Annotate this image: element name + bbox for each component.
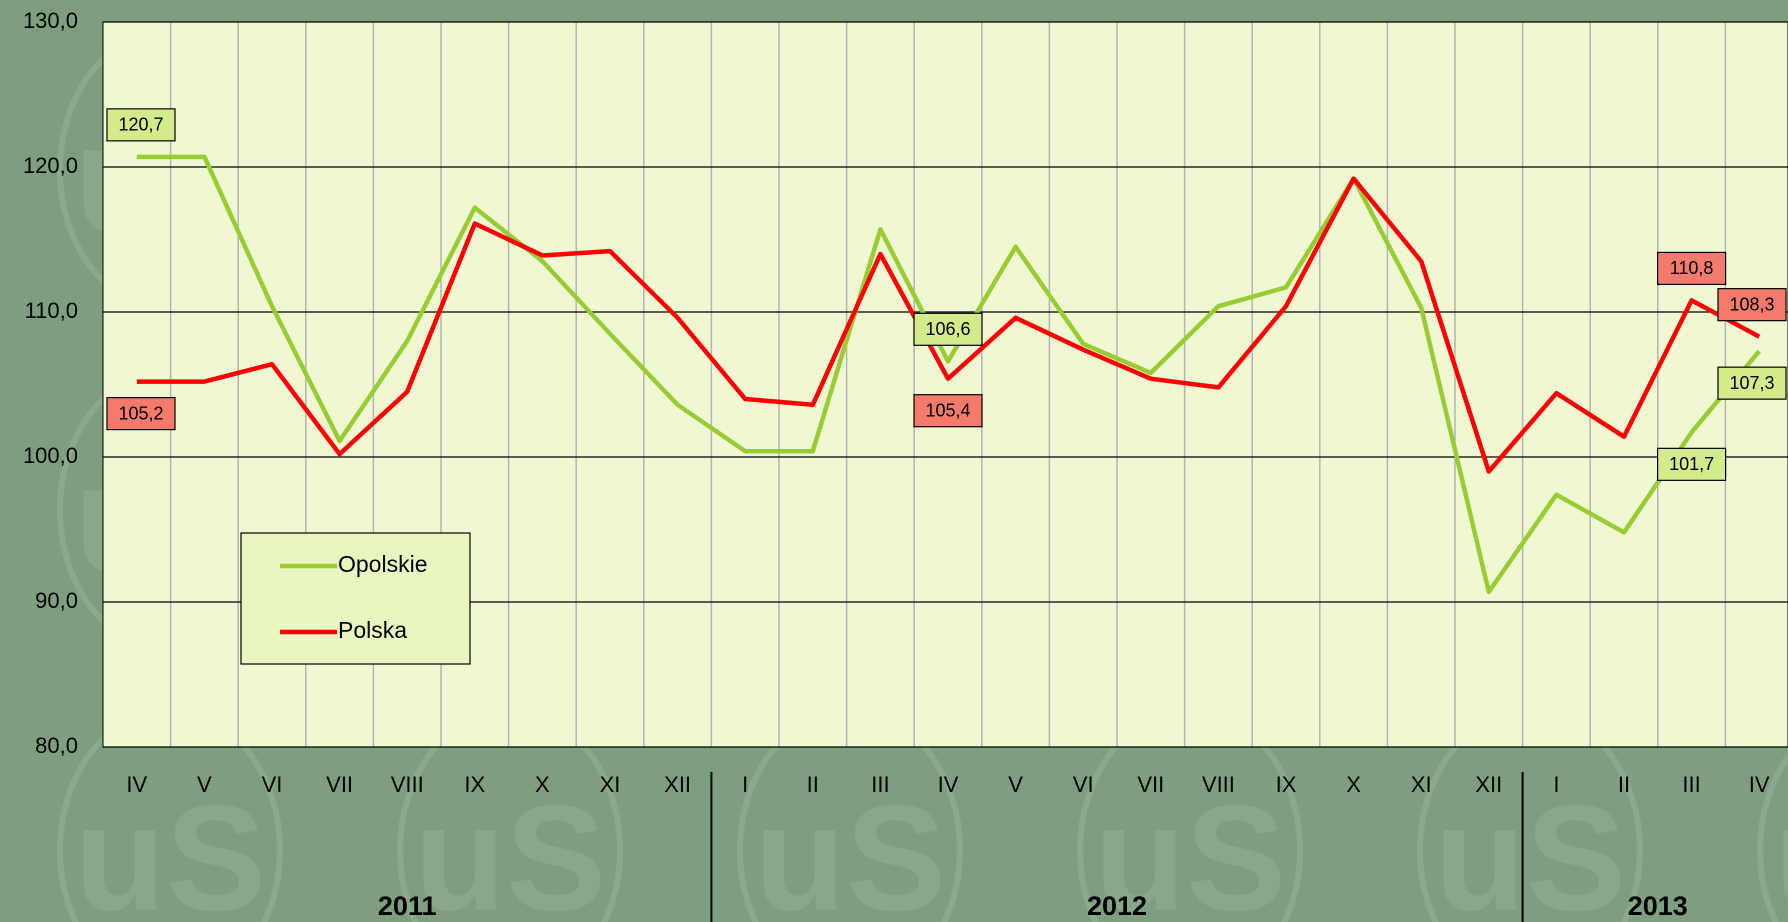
data-label-box	[106, 108, 176, 142]
x-tick-label: XII	[1475, 772, 1502, 797]
data-label-box	[1656, 251, 1727, 285]
y-tick-label: 100,0	[23, 443, 78, 468]
x-tick-label: X	[535, 772, 550, 797]
x-tick-label: VI	[1073, 772, 1094, 797]
x-tick-label: IV	[938, 772, 959, 797]
y-tick-label: 90,0	[35, 588, 78, 613]
data-label-box	[1717, 366, 1787, 400]
x-tick-label: II	[1618, 772, 1630, 797]
x-tick-label: III	[1682, 772, 1700, 797]
data-label: 105,2	[118, 403, 163, 423]
x-tick-label: VI	[262, 772, 283, 797]
data-label-box	[1656, 447, 1727, 481]
y-tick-label: 80,0	[35, 733, 78, 758]
y-tick-label: 110,0	[25, 298, 78, 323]
data-label: 101,7	[1669, 454, 1714, 474]
series-line	[136, 176, 1761, 474]
y-tick-label: 120,0	[23, 153, 78, 178]
data-label: 110,8	[1670, 258, 1714, 278]
group-label: 2011	[378, 891, 437, 921]
data-label: 108,3	[1729, 294, 1774, 314]
x-tick-label: X	[1346, 772, 1361, 797]
series-line	[136, 154, 1761, 595]
x-tick-label: VIII	[1202, 772, 1235, 797]
x-tick-label: V	[1008, 772, 1023, 797]
data-label: 120,7	[118, 115, 163, 135]
x-tick-label: I	[1553, 772, 1559, 797]
x-tick-label: I	[742, 772, 748, 797]
group-label: 2013	[1628, 891, 1688, 921]
x-tick-label: IV	[126, 772, 147, 797]
x-tick-label: IX	[464, 772, 485, 797]
data-label: 106,6	[925, 319, 970, 339]
x-tick-label: II	[807, 772, 819, 797]
group-label: 2012	[1087, 891, 1147, 921]
data-label-box	[106, 397, 176, 431]
x-tick-label: XI	[600, 772, 621, 797]
data-label-box	[1717, 288, 1787, 322]
x-tick-label: XII	[664, 772, 691, 797]
data-label-box	[913, 394, 983, 428]
y-tick-label: 130,0	[23, 8, 78, 33]
x-tick-label: IX	[1276, 772, 1297, 797]
x-tick-label: V	[197, 772, 212, 797]
legend-label: Polska	[338, 617, 407, 643]
legend-box	[240, 532, 471, 665]
legend-label: Opolskie	[338, 551, 427, 577]
x-tick-label: III	[871, 772, 889, 797]
data-label-box	[913, 312, 983, 346]
data-label: 107,3	[1729, 373, 1774, 393]
x-tick-label: VIII	[391, 772, 424, 797]
x-tick-label: VII	[1137, 772, 1164, 797]
x-tick-label: IV	[1749, 772, 1770, 797]
x-tick-label: XI	[1411, 772, 1432, 797]
x-tick-label: VII	[326, 772, 353, 797]
data-label: 105,4	[925, 400, 970, 420]
